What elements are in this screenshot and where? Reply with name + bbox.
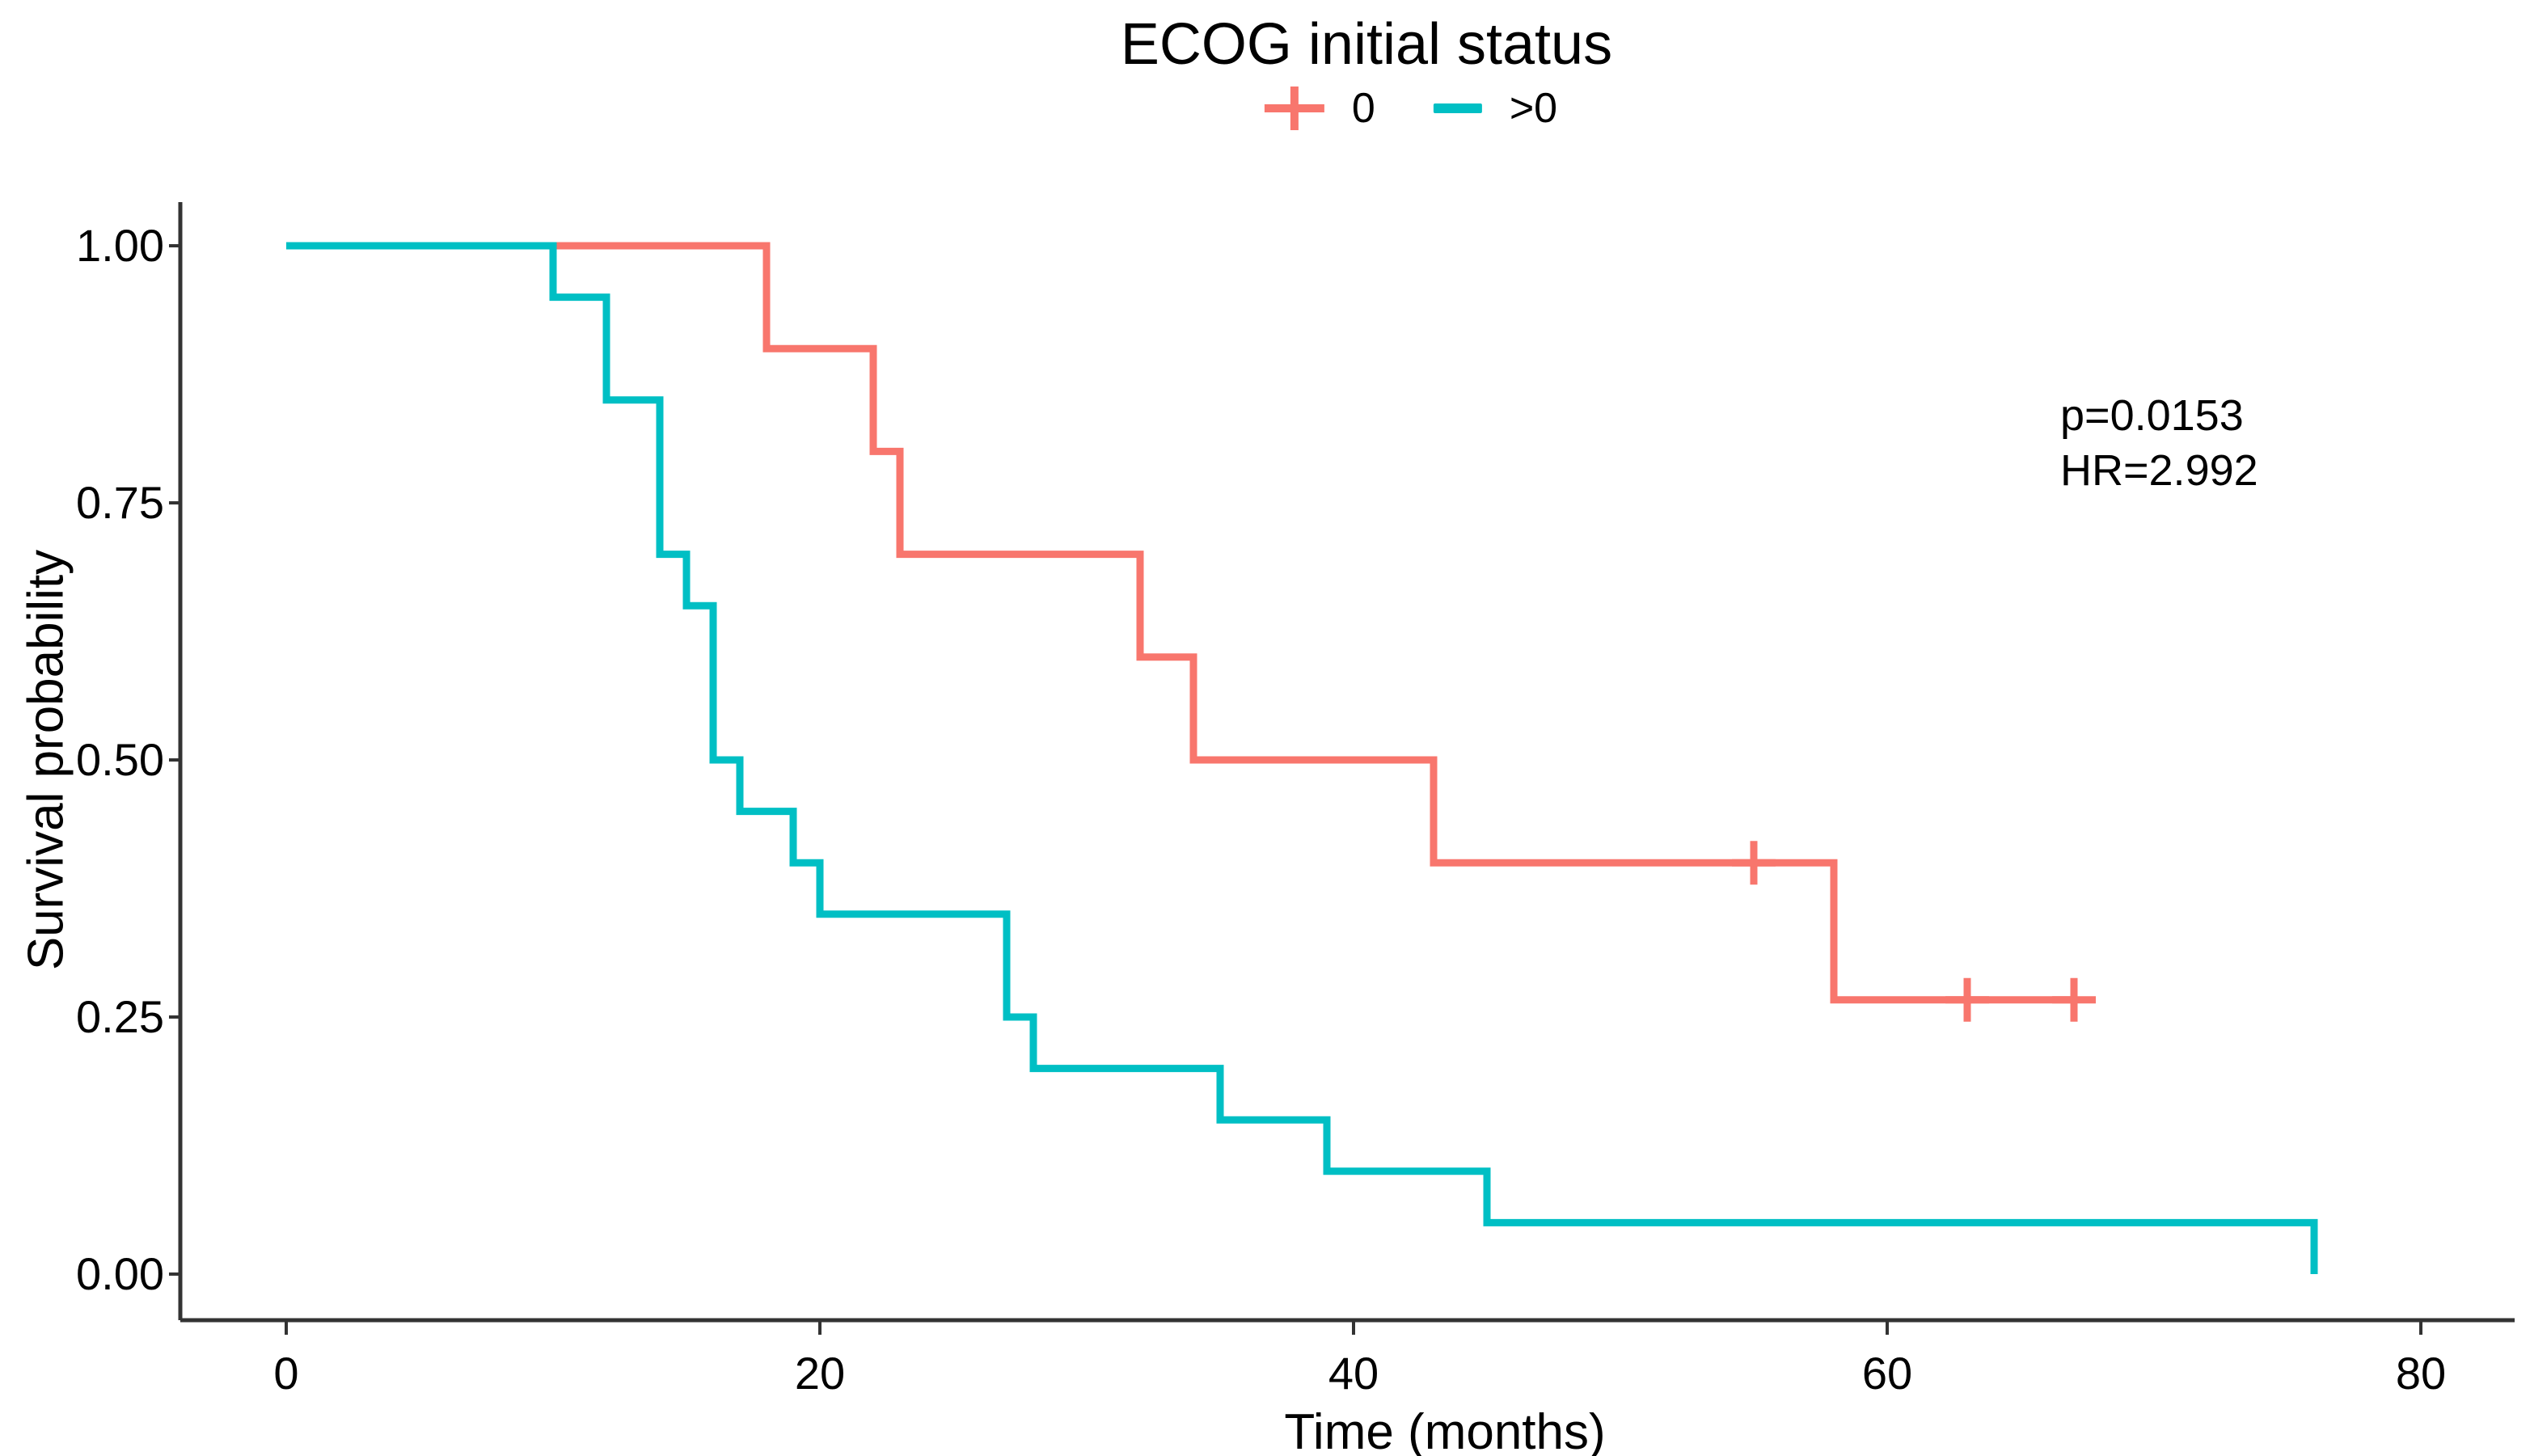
- x-tick-label: 40: [1328, 1348, 1379, 1399]
- legend-key-plus-bar: [1290, 87, 1299, 130]
- x-axis-title: Time (months): [1284, 1404, 1606, 1456]
- p-value-text: p=0.0153: [2060, 391, 2244, 440]
- y-tick-label: 0.75: [76, 477, 164, 528]
- y-tick-label: 1.00: [76, 220, 164, 271]
- survival-curve-0: [286, 242, 2074, 1004]
- hazard-ratio-text: HR=2.992: [2060, 446, 2258, 495]
- censor-plus-icon: [1264, 84, 1324, 133]
- y-tick-label: 0.25: [76, 991, 164, 1042]
- stats-annotation: p=0.0153 HR=2.992: [2060, 388, 2258, 498]
- legend-label-ecog-0: 0: [1351, 85, 1375, 132]
- legend: 0 >0: [1264, 84, 1558, 133]
- x-tick-label: 60: [1862, 1348, 1912, 1399]
- x-tick-label: 0: [273, 1348, 298, 1399]
- legend-item-ecog-gt0: >0: [1433, 84, 1558, 133]
- y-axis-title: Survival probability: [18, 549, 74, 971]
- y-tick-label: 0.00: [76, 1248, 164, 1299]
- x-tick-label: 80: [2396, 1348, 2446, 1399]
- legend-label-ecog-gt0: >0: [1509, 85, 1558, 132]
- line-icon: [1433, 103, 1482, 113]
- legend-item-ecog-0: 0: [1264, 84, 1375, 133]
- chart-title: ECOG initial status: [1120, 12, 1613, 77]
- survival-curve-gt0: [286, 242, 2318, 1274]
- y-tick-label: 0.50: [76, 734, 164, 785]
- x-tick-label: 20: [795, 1348, 845, 1399]
